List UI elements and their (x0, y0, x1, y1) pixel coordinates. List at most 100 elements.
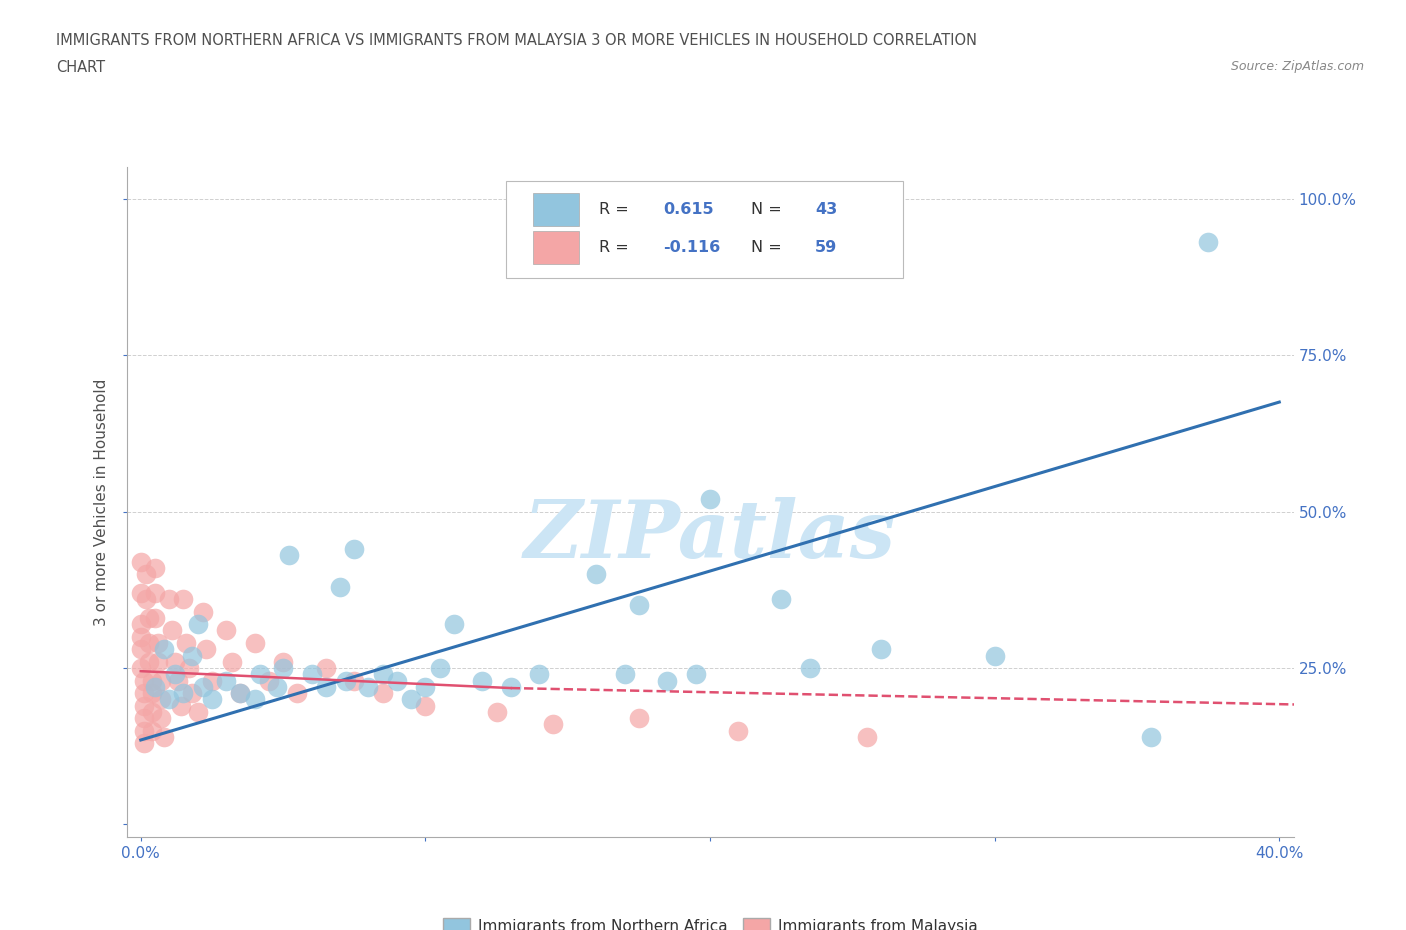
Point (143, 561, 166, 576)
Point (727, 724, 749, 738)
Point (163, 667, 186, 682)
Point (129, 642, 152, 657)
Point (385, 673, 408, 688)
Point (301, 667, 323, 682)
Point (699, 492, 721, 507)
Point (329, 579, 352, 594)
Bar (533, 193, 579, 226)
Point (343, 673, 366, 688)
Point (187, 704, 209, 719)
Point (266, 680, 288, 695)
Point (585, 566, 607, 581)
Point (143, 586, 166, 601)
Point (132, 724, 155, 738)
Point (132, 685, 155, 700)
Point (543, 717, 565, 732)
Point (181, 685, 204, 700)
Point (243, 692, 266, 707)
Point (149, 711, 172, 725)
Point (1197, 235, 1219, 250)
Point (135, 566, 157, 581)
Point (855, 729, 877, 744)
Point (132, 698, 155, 713)
Point (179, 660, 201, 675)
Point (169, 698, 191, 713)
Point (195, 642, 218, 657)
Point (415, 680, 437, 695)
Point (399, 692, 422, 707)
Point (193, 680, 215, 695)
Point (129, 554, 152, 569)
Point (315, 660, 337, 675)
Point (201, 673, 224, 688)
Point (187, 617, 209, 631)
Point (229, 685, 252, 700)
Text: N =: N = (751, 240, 787, 255)
Point (181, 648, 204, 663)
Point (429, 660, 451, 675)
Point (157, 692, 180, 707)
Point (172, 591, 194, 606)
Point (257, 673, 280, 688)
Point (415, 698, 437, 713)
Point (129, 660, 152, 675)
Point (152, 642, 174, 657)
Point (149, 673, 172, 688)
Point (146, 635, 169, 650)
Point (132, 736, 155, 751)
Point (166, 673, 188, 688)
Point (135, 591, 157, 606)
Point (141, 685, 163, 700)
Point (1140, 729, 1163, 744)
Point (627, 598, 650, 613)
Point (221, 655, 243, 670)
Point (249, 667, 271, 682)
FancyBboxPatch shape (506, 180, 903, 278)
Point (176, 635, 198, 650)
Point (277, 548, 299, 563)
Text: 59: 59 (815, 240, 838, 255)
Point (141, 724, 163, 738)
Point (685, 667, 707, 682)
Point (371, 685, 394, 700)
Point (215, 623, 238, 638)
Point (132, 711, 155, 725)
Point (613, 667, 636, 682)
Point (138, 610, 160, 625)
Text: CHART: CHART (56, 60, 105, 75)
Point (499, 680, 522, 695)
Point (149, 692, 172, 707)
Point (152, 729, 174, 744)
Point (243, 635, 266, 650)
Point (143, 610, 166, 625)
Point (371, 667, 394, 682)
Point (770, 591, 793, 606)
Bar (533, 231, 579, 264)
Point (146, 655, 169, 670)
Text: -0.116: -0.116 (664, 240, 721, 255)
Legend: Immigrants from Northern Africa, Immigrants from Malaysia: Immigrants from Northern Africa, Immigra… (436, 911, 984, 930)
Point (315, 680, 337, 695)
Point (471, 673, 494, 688)
Point (160, 623, 183, 638)
Text: N =: N = (751, 202, 787, 217)
Point (229, 685, 252, 700)
Point (163, 655, 186, 670)
Text: IMMIGRANTS FROM NORTHERN AFRICA VS IMMIGRANTS FROM MALAYSIA 3 OR MORE VEHICLES I: IMMIGRANTS FROM NORTHERN AFRICA VS IMMIG… (56, 33, 977, 47)
Text: 43: 43 (815, 202, 838, 217)
Point (343, 541, 366, 556)
Text: 0.615: 0.615 (664, 202, 714, 217)
Point (485, 704, 508, 719)
Point (138, 635, 160, 650)
Point (172, 685, 194, 700)
Point (627, 711, 650, 725)
Y-axis label: 3 or more Vehicles in Household: 3 or more Vehicles in Household (94, 379, 110, 626)
Point (138, 655, 160, 670)
Point (201, 692, 224, 707)
Point (129, 617, 152, 631)
Point (657, 673, 679, 688)
Point (869, 642, 891, 657)
Point (141, 673, 163, 688)
Point (132, 673, 155, 688)
Point (983, 648, 1005, 663)
